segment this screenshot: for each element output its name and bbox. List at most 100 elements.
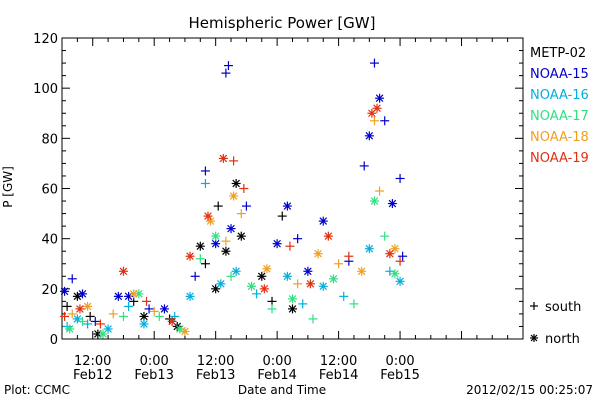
marker-stroke [232,179,240,188]
marker-stroke [237,232,246,240]
plot-timestamp: 2012/02/15 00:25:07 [466,383,593,397]
north-point [303,266,313,276]
marker-stroke [140,312,148,321]
south-point [85,311,95,321]
legend-marker [530,302,538,310]
south-point [267,296,277,306]
north-point [139,311,149,321]
south-point [118,311,128,321]
marker-stroke [319,282,328,291]
marker-stroke [129,290,138,298]
north-point [72,314,82,324]
x-tick-time-label: 0:00 [263,354,292,369]
marker-stroke [114,292,123,301]
south-point [344,251,354,261]
marker-stroke [283,202,292,210]
legend-marker [530,334,538,342]
legend-entry: METP-02 [530,46,586,61]
legend-marker-label: north [545,332,580,347]
marker-stroke [247,282,256,291]
y-tick-label: 120 [33,32,58,47]
north-point [323,231,333,241]
south-point [200,259,210,269]
north-point [167,316,177,326]
marker-stroke [314,249,322,258]
marker-stroke [83,302,92,311]
y-tick-label: 20 [41,283,58,298]
south-point [293,234,303,244]
marker-stroke [204,212,212,220]
south-point [77,316,87,326]
south-point [83,319,93,329]
south-point [298,299,308,309]
south-point [380,116,390,126]
south-point [95,319,105,329]
south-point [67,309,77,319]
north-point [159,304,169,314]
marker-stroke [140,320,148,328]
y-tick-label: 60 [41,183,58,198]
y-tick-label: 0 [50,333,58,348]
legend-entry: NOAA-16 [530,88,589,103]
south-point [380,231,390,241]
marker-stroke [119,267,128,276]
north-point [369,196,379,206]
marker-stroke [391,269,399,278]
north-point [282,201,292,211]
marker-stroke [373,104,381,113]
data-points [60,58,408,339]
north-point [231,266,241,276]
legend-entry: NOAA-17 [530,109,589,124]
north-point [395,276,405,286]
marker-stroke [263,264,271,273]
marker-stroke [288,295,297,303]
south-point [124,301,134,311]
x-tick-date-label: Feb14 [257,368,297,383]
south-point [226,271,236,281]
north-point [288,294,297,304]
north-point [257,271,267,281]
north-point [211,239,221,249]
south-point [395,256,405,266]
north-point [372,103,382,113]
marker-stroke [283,272,292,281]
north-point [98,329,108,339]
north-point [318,281,328,291]
south-point [369,116,379,126]
marker-stroke [196,242,205,250]
south-point [239,184,249,193]
north-point [180,326,190,336]
marker-stroke [186,292,194,301]
north-point [75,304,85,314]
marker-stroke [357,267,366,276]
marker-stroke [211,239,220,248]
south-point [195,254,205,264]
x-tick-date-label: Feb13 [196,368,236,383]
north-point [129,289,139,299]
marker-stroke [370,197,379,205]
south-point [285,241,295,251]
series-legend: METP-02 NOAA-15 NOAA-16 NOAA-17 NOAA-18 NOAA-… [530,46,589,166]
x-tick-time-label: 12:00 [197,354,234,369]
marker-stroke [273,239,281,248]
south-point [200,178,210,188]
north-point [313,249,323,259]
marker-stroke [227,224,235,233]
x-tick-time-label: 0:00 [385,354,414,369]
marker-stroke [60,287,69,296]
north-point [185,251,195,261]
south-point [398,251,408,261]
south-point [359,161,369,171]
marker-stroke [388,199,397,208]
marker-stroke [365,132,374,140]
marker-stroke [181,327,189,336]
south-point [252,289,262,299]
south-point [267,304,277,314]
north-point [305,279,315,289]
south-point [308,314,318,324]
x-tick-time-label: 12:00 [74,354,111,369]
marker-stroke [186,252,194,261]
south-point [108,309,118,319]
marker-stroke [206,217,215,225]
y-axis: 0 20 40 60 80 100 120 [33,32,523,348]
